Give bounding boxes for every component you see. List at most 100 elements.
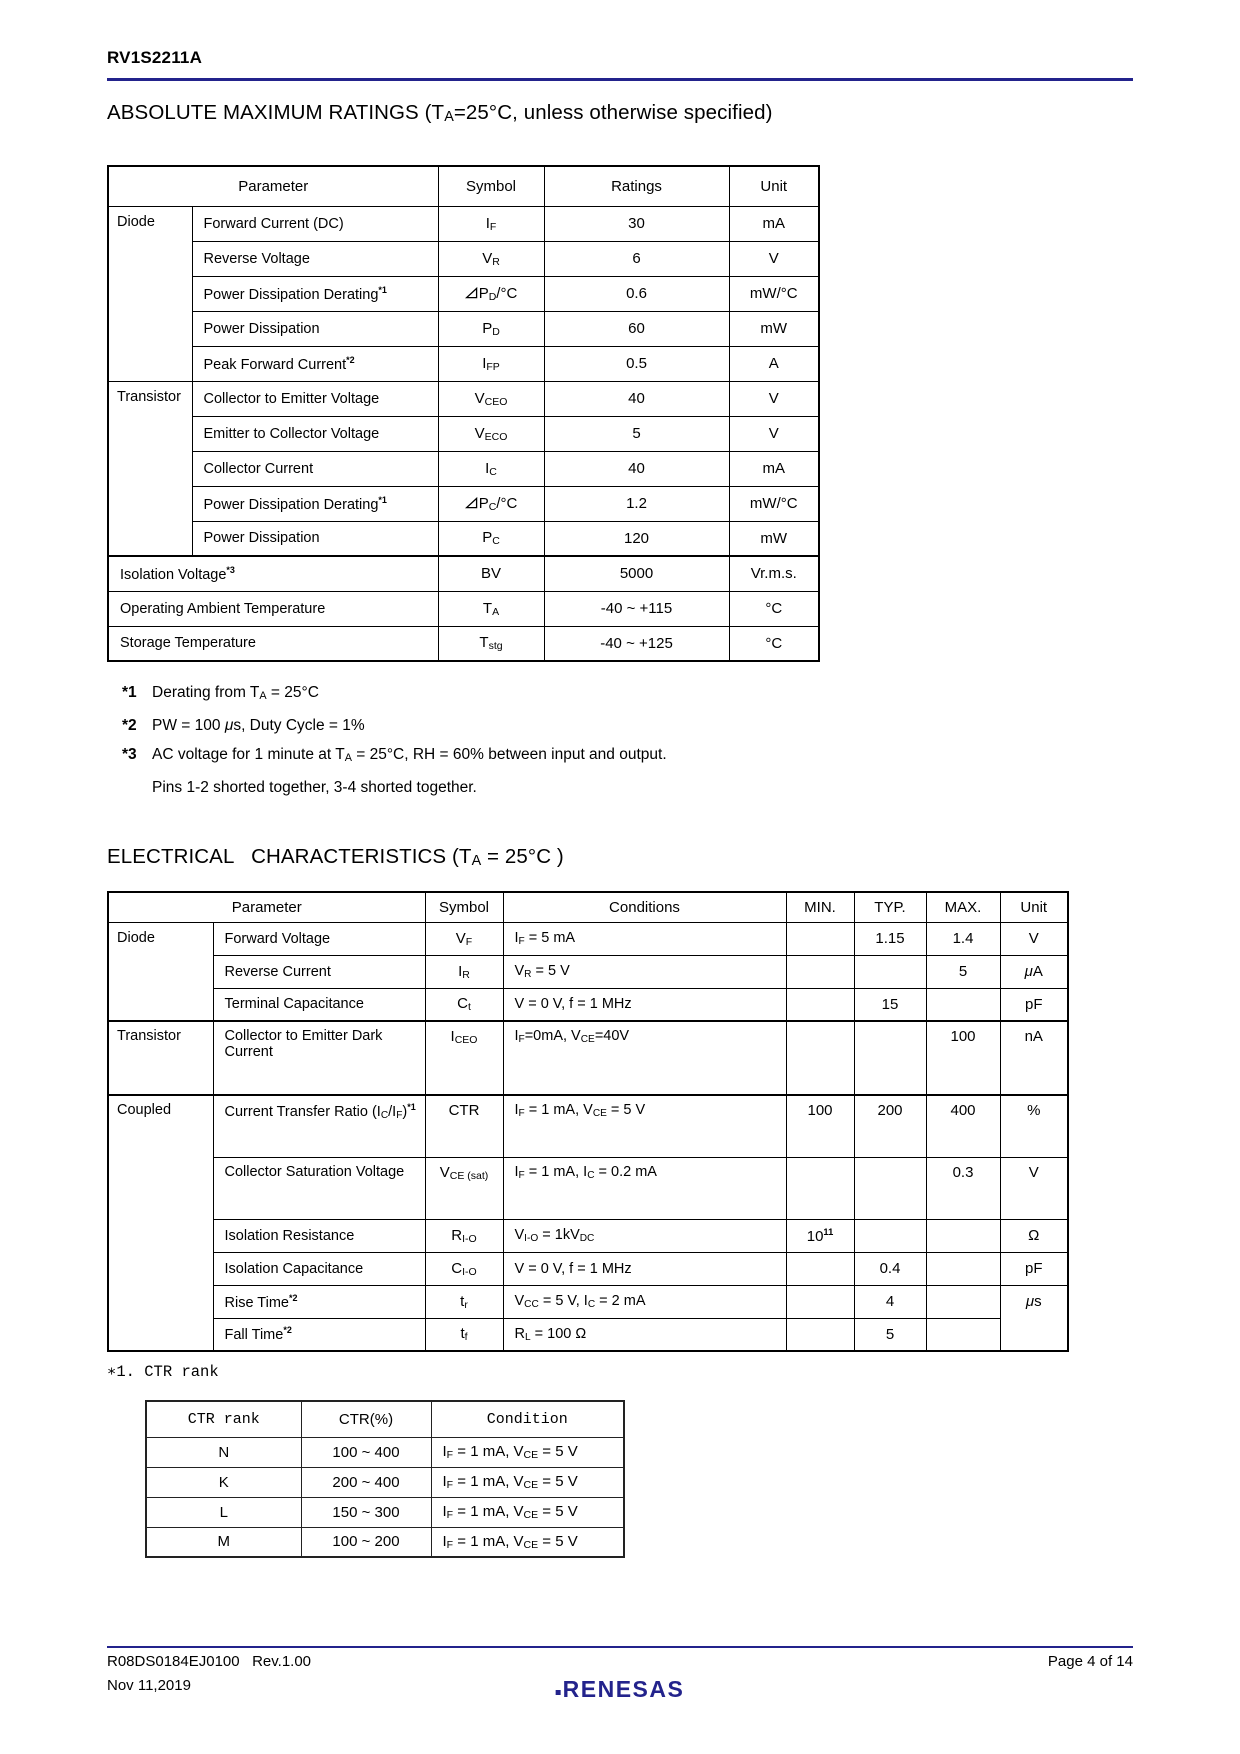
cell-unit: Vr.m.s.	[728, 555, 820, 592]
cell-max: 400	[925, 1094, 1001, 1158]
table-header-row: CTR rank CTR(%) Condition	[145, 1400, 625, 1438]
cell-rating: 120	[543, 520, 730, 557]
cell-max	[925, 1251, 1001, 1286]
table-row: Power Dissipation Derating*1 PD/°C 0.6 m…	[108, 275, 820, 312]
header-conditions: Conditions	[502, 891, 787, 923]
cell-parameter: Forward Current (DC)	[191, 205, 439, 242]
cell-symbol: PC/°C	[437, 485, 545, 522]
cell-conditions: IF = 5 mA	[502, 921, 787, 956]
cell-typ: 4	[853, 1284, 927, 1319]
cell-conditions: VI-O = 1kVDC	[502, 1218, 787, 1253]
cell-symbol: VECO	[437, 415, 545, 452]
cell-min	[785, 1284, 855, 1319]
cell-unit: A	[728, 345, 820, 382]
cell-parameter: Reverse Current	[212, 954, 426, 989]
note-text: PW = 100 μs, Duty Cycle = 1%	[152, 717, 365, 734]
cell-rank: M	[145, 1526, 302, 1558]
product-title: RV1S2211A	[107, 48, 203, 67]
footer-rule	[107, 1646, 1133, 1648]
note-label: *3	[122, 746, 137, 763]
cell-parameter: Emitter to Collector Voltage	[191, 415, 439, 452]
footer-page-number: Page 4 of 14	[1047, 1653, 1133, 1670]
ec-section-title: ELECTRICAL CHARACTERISTICS (TA = 25°C )	[107, 845, 564, 869]
cell-unit: °C	[728, 590, 820, 627]
cell-symbol: PD	[437, 310, 545, 347]
table-row: Storage Temperature Tstg -40 ~ +125 °C	[107, 625, 820, 662]
cell-symbol: IR	[424, 954, 504, 989]
cell-category: Transistor	[107, 380, 193, 557]
cell-unit: μA	[999, 954, 1069, 989]
cell-min: 100	[785, 1094, 855, 1158]
cell-conditions: IF = 1 mA, VCE = 5 V	[502, 1094, 787, 1158]
cell-parameter: Isolation Capacitance	[212, 1251, 426, 1286]
cell-parameter: Reverse Voltage	[191, 240, 439, 277]
cell-conditions: VR = 5 V	[502, 954, 787, 989]
table-row: Transistor Collector to Emitter Dark Cur…	[107, 1020, 1069, 1096]
cell-min	[785, 954, 855, 989]
cell-rating: 1.2	[543, 485, 730, 522]
header-unit: Unit	[999, 891, 1069, 923]
table-row: Peak Forward Current*2 IFP 0.5 A	[108, 345, 820, 382]
note: *2 PW = 100 μs, Duty Cycle = 1%	[122, 711, 667, 740]
note-text: Pins 1-2 shorted together, 3-4 shorted t…	[152, 779, 477, 796]
cell-symbol: IF	[437, 205, 545, 242]
table-row: L 150 ~ 300 IF = 1 mA, VCE = 5 V	[145, 1496, 625, 1528]
table-row: M 100 ~ 200 IF = 1 mA, VCE = 5 V	[145, 1526, 625, 1558]
cell-unit: mA	[728, 205, 820, 242]
cell-unit: V	[999, 921, 1069, 956]
cell-parameter: Power Dissipation	[191, 520, 439, 557]
header-typ: TYP.	[853, 891, 927, 923]
cell-rating: 5000	[543, 555, 730, 592]
cell-typ: 5	[853, 1317, 927, 1352]
cell-min	[785, 1020, 855, 1096]
header-min: MIN.	[785, 891, 855, 923]
cell-symbol: Ct	[424, 987, 504, 1022]
cell-rating: 6	[543, 240, 730, 277]
cell-category: Diode	[107, 205, 193, 382]
cell-max	[925, 1284, 1001, 1319]
cell-parameter: Operating Ambient Temperature	[107, 590, 439, 627]
cell-parameter: Current Transfer Ratio (IC/IF)*1	[212, 1094, 426, 1158]
note-label	[122, 773, 152, 802]
cell-parameter: Peak Forward Current*2	[191, 345, 439, 382]
cell-typ: 0.4	[853, 1251, 927, 1286]
cell-min	[785, 1251, 855, 1286]
table-row: N 100 ~ 400 IF = 1 mA, VCE = 5 V	[145, 1436, 625, 1468]
table-row: Fall Time*2 tf RL = 100 Ω 5	[108, 1317, 1068, 1352]
cell-conditions: IF = 1 mA, IC = 0.2 mA	[502, 1156, 787, 1220]
cell-conditions: V = 0 V, f = 1 MHz	[502, 1251, 787, 1286]
cell-symbol: TA	[437, 590, 545, 627]
cell-unit: Ω	[999, 1218, 1069, 1253]
table-row: Reverse Current IR VR = 5 V 5 μA	[108, 954, 1069, 989]
cell-condition: IF = 1 mA, VCE = 5 V	[430, 1496, 625, 1528]
cell-symbol: CI-O	[424, 1251, 504, 1286]
header-max: MAX.	[925, 891, 1001, 923]
absolute-maximum-ratings-table: Parameter Symbol Ratings Unit Diode Forw…	[107, 165, 820, 662]
header-symbol: Symbol	[424, 891, 504, 923]
note-label: *1	[122, 684, 137, 701]
cell-parameter: Power Dissipation Derating*1	[191, 485, 439, 522]
note: *1 Derating from TA = 25°C	[122, 678, 667, 711]
header-parameter: Parameter	[107, 891, 426, 923]
cell-rating: 0.6	[543, 275, 730, 312]
cell-unit: V	[728, 380, 820, 417]
cell-unit: V	[728, 415, 820, 452]
cell-unit: μs	[999, 1284, 1069, 1352]
cell-parameter: Isolation Resistance	[212, 1218, 426, 1253]
table-row: K 200 ~ 400 IF = 1 mA, VCE = 5 V	[145, 1466, 625, 1498]
cell-unit: mW/°C	[728, 485, 820, 522]
table-row: Isolation Capacitance CI-O V = 0 V, f = …	[108, 1251, 1069, 1286]
footer-doc-number: R08DS0184EJ0100 Rev.1.00	[107, 1653, 312, 1670]
cell-condition: IF = 1 mA, VCE = 5 V	[430, 1526, 625, 1558]
cell-unit: V	[999, 1156, 1069, 1220]
cell-conditions: IF=0mA, VCE=40V	[502, 1020, 787, 1096]
cell-unit: nA	[999, 1020, 1069, 1096]
cell-typ: 1.15	[853, 921, 927, 956]
table-row: Isolation Voltage*3 BV 5000 Vr.m.s.	[107, 555, 820, 592]
cell-symbol: Tstg	[437, 625, 545, 662]
cell-parameter: Fall Time*2	[212, 1317, 426, 1352]
table-row: Transistor Collector to Emitter Voltage …	[107, 380, 820, 557]
cell-parameter: Forward Voltage	[212, 921, 426, 956]
cell-symbol: IFP	[437, 345, 545, 382]
